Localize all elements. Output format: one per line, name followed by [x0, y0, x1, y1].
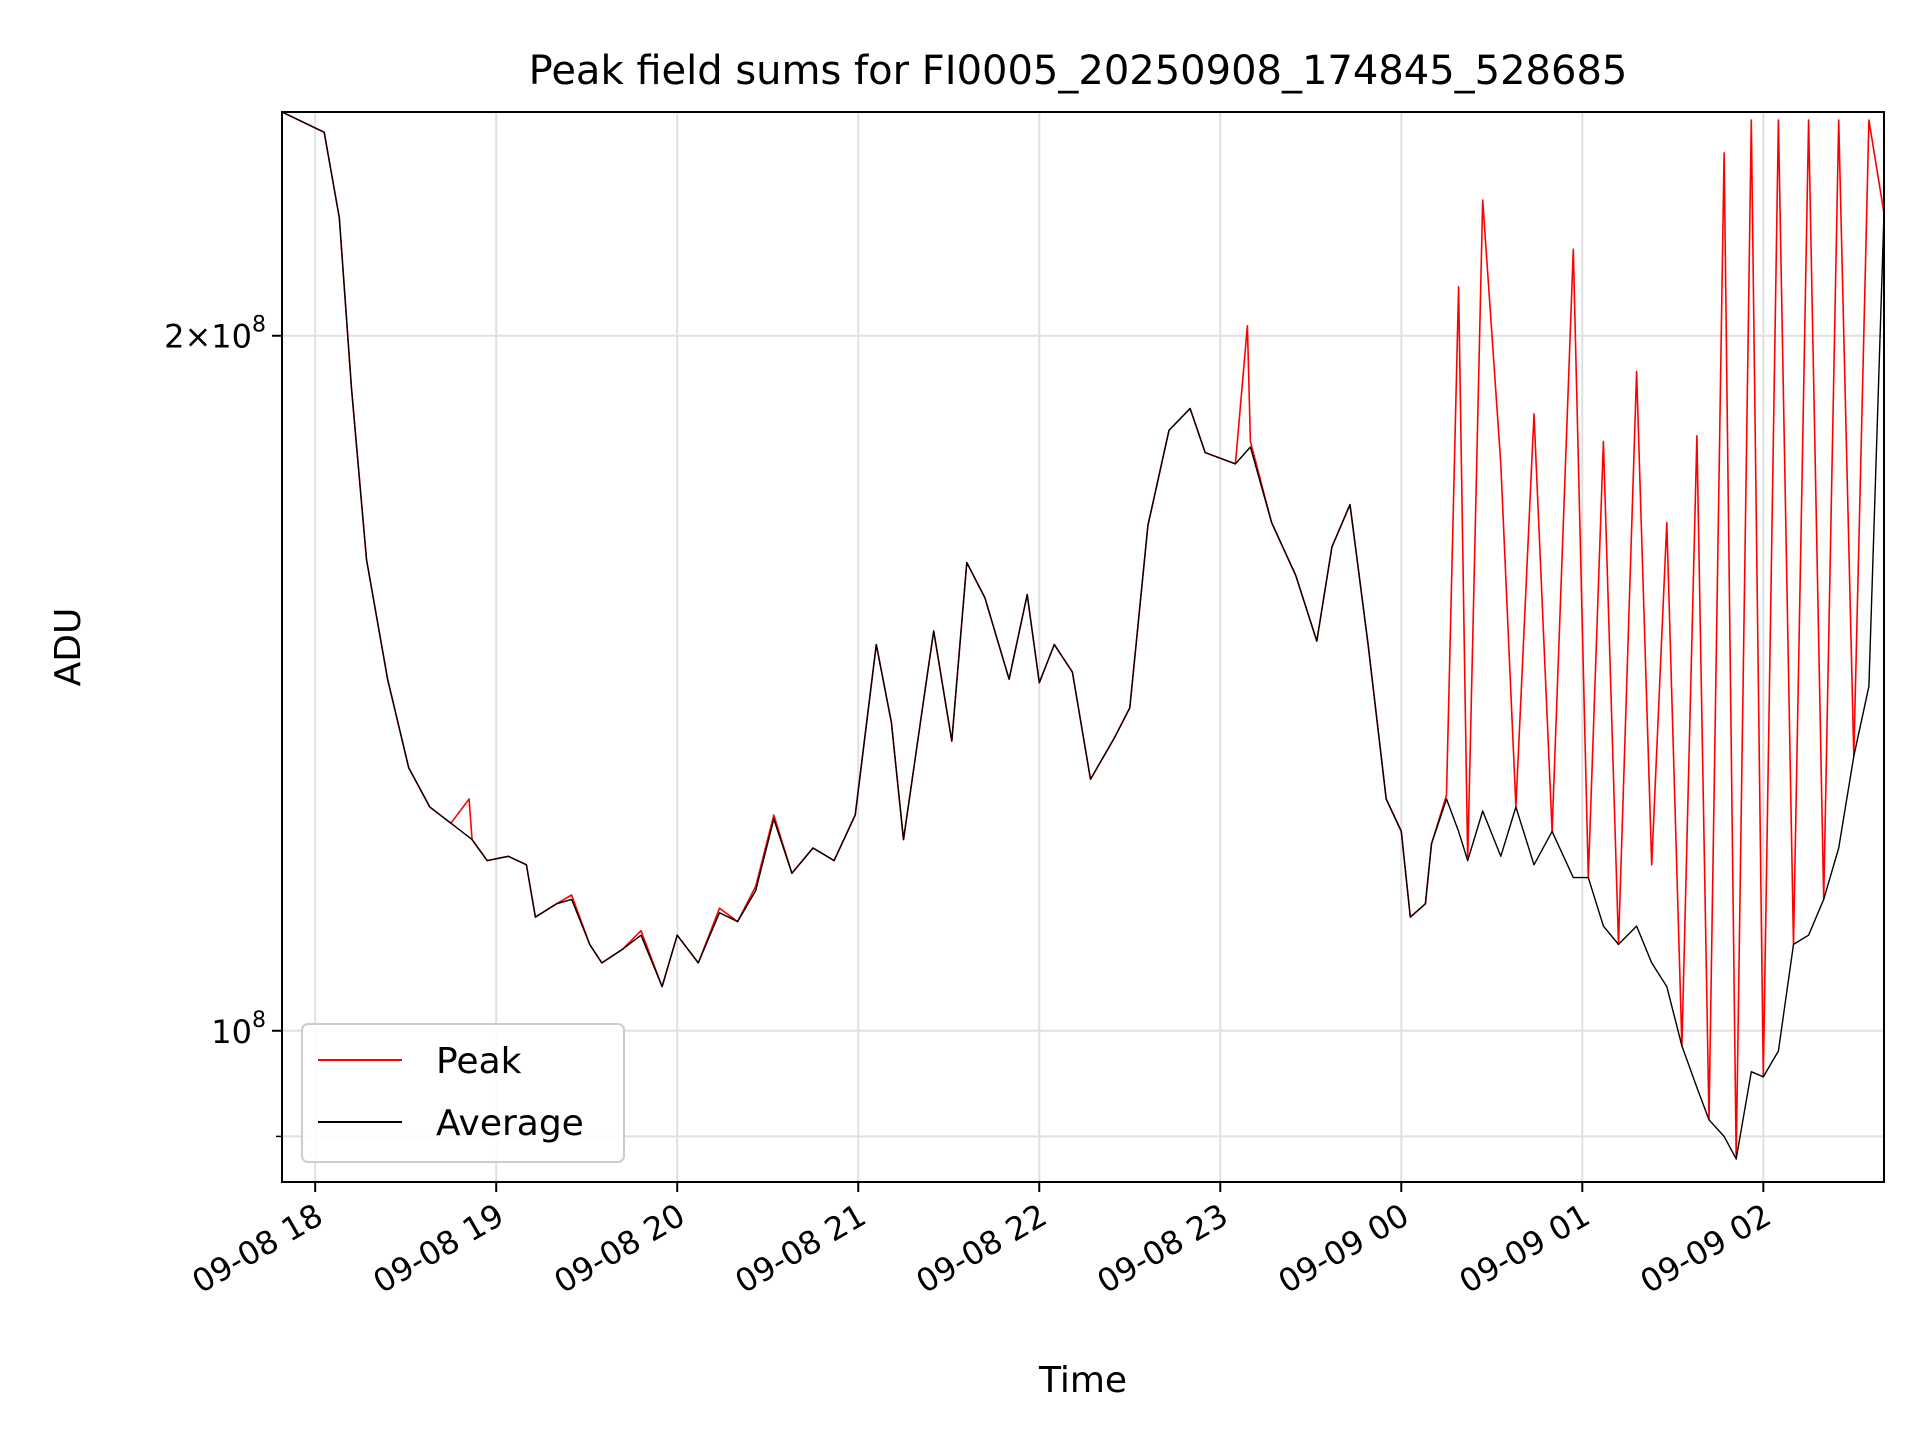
- y-axis-title: ADU: [48, 608, 89, 687]
- chart-title: Peak field sums for FI0005_20250908_1748…: [529, 48, 1628, 94]
- legend-label-average: Average: [436, 1103, 584, 1144]
- plot-frame: [281, 111, 1885, 1183]
- y-axis: 2×108 108: [164, 313, 282, 1138]
- y-tick-label: 2×108: [164, 313, 266, 356]
- legend-label-peak: Peak: [436, 1041, 522, 1082]
- legend: Peak Average: [301, 1023, 625, 1163]
- series-layer: [282, 112, 1884, 1160]
- grid: [282, 112, 1884, 1182]
- legend-box: [301, 1023, 625, 1163]
- series-line-average: [282, 112, 1884, 1160]
- x-axis-title: Time: [1038, 1360, 1127, 1401]
- y-tick-label: 108: [211, 1008, 266, 1051]
